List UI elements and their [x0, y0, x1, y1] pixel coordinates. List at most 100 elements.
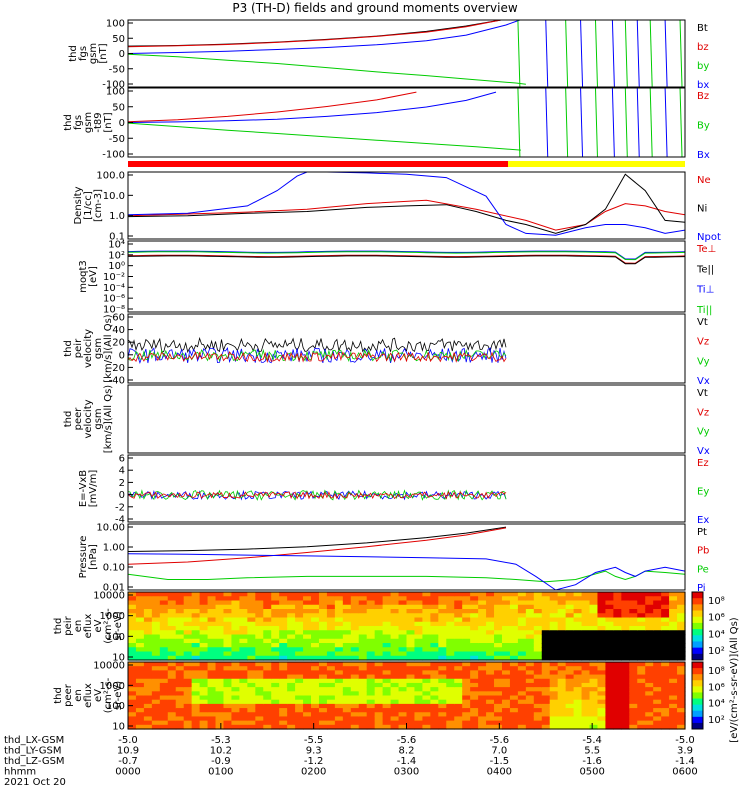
x-tick-label: 10.9 — [117, 746, 139, 757]
heatmap-cell — [605, 695, 614, 701]
heatmap-cell — [629, 682, 638, 688]
heatmap-cell — [533, 613, 543, 619]
heatmap-cell — [430, 682, 439, 688]
heatmap-cell — [565, 630, 575, 636]
heatmap-cell — [374, 670, 384, 676]
heatmap-cell — [159, 655, 169, 661]
heatmap-cell — [398, 720, 408, 726]
heatmap-cell — [215, 630, 225, 636]
oscillation-line — [664, 19, 668, 88]
heatmap-cell — [342, 643, 352, 648]
heatmap-cell — [470, 674, 479, 680]
heatmap-cell — [653, 596, 662, 602]
heatmap-cell — [573, 596, 583, 602]
heatmap-cell — [223, 604, 233, 610]
heatmap-cell — [629, 666, 638, 671]
heatmap-cell — [486, 716, 495, 722]
heatmap-cell — [279, 638, 288, 644]
heatmap-cell — [135, 643, 145, 648]
heatmap-cell — [581, 674, 591, 680]
heatmap-cell — [470, 708, 479, 713]
heatmap-cell — [486, 678, 495, 684]
heatmap-cell — [239, 662, 248, 667]
heatmap-cell — [247, 617, 256, 623]
heatmap-cell — [390, 592, 400, 597]
heatmap-cell — [366, 609, 376, 614]
heatmap-cell — [358, 634, 368, 640]
heatmap-cell — [438, 708, 447, 713]
heatmap-cell — [486, 703, 495, 709]
x-tick-label: 10.2 — [210, 746, 232, 757]
heatmap-cell — [454, 708, 463, 713]
heatmap-cell — [311, 604, 320, 610]
heatmap-cell — [295, 592, 304, 597]
heatmap-cell — [183, 626, 193, 631]
heatmap-cell — [207, 662, 217, 667]
oscillation-line — [594, 87, 598, 158]
heatmap-cell — [573, 691, 583, 697]
heatmap-cell — [557, 708, 567, 713]
heatmap-cell — [565, 682, 575, 688]
heatmap-cell — [533, 691, 543, 697]
heatmap-cell — [303, 647, 312, 653]
heatmap-cell — [613, 617, 622, 623]
heatmap-cell — [501, 604, 511, 610]
heatmap-cell — [653, 662, 662, 667]
heatmap-cell — [509, 699, 519, 705]
heatmap-cell — [430, 600, 439, 606]
heatmap-cell — [159, 703, 169, 709]
heatmap-cell — [279, 596, 288, 602]
heatmap-cell — [271, 724, 280, 730]
heatmap-cell — [430, 630, 439, 636]
heatmap-cell — [279, 613, 288, 619]
heatmap-cell — [517, 647, 527, 653]
heatmap-cell — [446, 720, 455, 726]
heatmap-cell — [374, 655, 384, 661]
colorbar-segment — [692, 604, 703, 612]
heatmap-cell — [406, 682, 416, 688]
heatmap-cell — [279, 720, 288, 726]
heatmap-cell — [509, 687, 519, 692]
heatmap-cell — [175, 600, 185, 606]
heatmap-cell — [151, 678, 161, 684]
heatmap-cell — [231, 630, 240, 636]
heatmap-cell — [565, 592, 575, 597]
heatmap-cell — [621, 647, 630, 653]
heatmap-cell — [533, 682, 543, 688]
heatmap-cell — [470, 600, 479, 606]
heatmap-cell — [637, 643, 646, 648]
heatmap-cell — [462, 720, 471, 726]
heatmap-cell — [223, 712, 233, 718]
heatmap-cell — [143, 600, 153, 606]
heatmap-cell — [318, 651, 328, 657]
heatmap-cell — [215, 621, 225, 627]
heatmap-cell — [303, 695, 312, 701]
heatmap-cell — [398, 699, 408, 705]
x-tick-label: -1.6 — [582, 756, 602, 767]
heatmap-cell — [669, 617, 678, 623]
heatmap-cell — [311, 695, 320, 701]
colorbar-segment — [692, 610, 703, 618]
colorbar-tick-label: 10² — [708, 646, 725, 657]
y-axis-label-peir_velocity: thd peir velocity gsm [km/s](All Qs) — [63, 314, 114, 382]
heatmap-cell — [175, 617, 185, 623]
heatmap-cell — [199, 596, 209, 602]
heatmap-cell — [350, 651, 360, 657]
heatmap-cell — [533, 674, 543, 680]
heatmap-cell — [549, 691, 559, 697]
heatmap-cell — [350, 687, 360, 692]
heatmap-cell — [271, 712, 280, 718]
heatmap-cell — [382, 699, 392, 705]
heatmap-cell — [303, 604, 312, 610]
heatmap-cell — [295, 626, 304, 631]
heatmap-cell — [406, 638, 416, 644]
heatmap-cell — [167, 712, 177, 718]
heatmap-cell — [263, 638, 272, 644]
heatmap-cell — [605, 708, 614, 713]
y-tick-label: -50 — [109, 64, 125, 75]
heatmap-cell — [661, 604, 670, 610]
heatmap-cell — [318, 655, 328, 661]
heatmap-cell — [223, 678, 233, 684]
heatmap-cell — [509, 621, 519, 627]
heatmap-cell — [446, 724, 455, 730]
